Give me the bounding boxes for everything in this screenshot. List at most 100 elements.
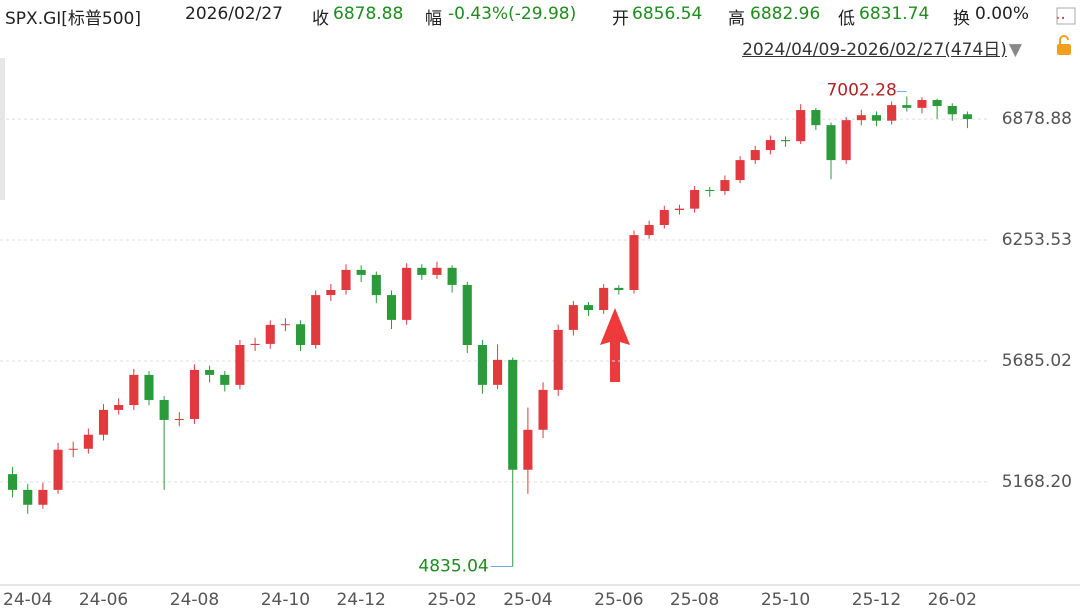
candle-body [280,324,290,326]
field-value: 6882.96 [750,4,821,24]
y-tick-label: 6878.88 [1002,109,1072,129]
candle-body [250,343,260,346]
x-tick-label: 24-10 [261,590,310,610]
symbol: SPX.GI[标普500] [5,9,141,29]
candle-body [68,448,78,450]
candle-body [599,287,609,311]
candle-body [493,359,503,385]
candle-body [568,305,578,330]
candle-body [841,120,851,161]
candle-body [8,474,18,490]
candle-body [871,115,882,121]
candle-body [417,267,427,275]
candle-body [765,140,775,151]
x-tick-label: 25-02 [427,590,476,610]
candle-body [174,418,184,420]
candle-body [644,224,654,236]
field-value: -0.43%(-29.98) [448,4,577,24]
candle-body [205,369,215,375]
candle-body [462,284,472,346]
candle-body [735,160,745,181]
candle-body [356,269,366,275]
field-value: 0.00% [975,4,1030,24]
candle-body [720,180,730,191]
y-tick-label: 5168.20 [1002,472,1072,492]
candle-body [402,267,412,320]
candle-body [296,324,306,346]
candle-body [508,359,518,470]
lock-shackle [1059,35,1069,44]
candle-body [523,429,533,470]
candle-body [674,208,684,211]
field-label: 低 [838,9,855,29]
wp-icon[interactable] [1056,7,1076,25]
candle-body [750,150,760,161]
candle-body [220,374,230,385]
candle-body [159,399,169,420]
candle-body [447,267,457,285]
candle-body [659,210,669,225]
x-tick-label: 25-12 [852,590,901,610]
candle-body [629,235,639,291]
candle-body [614,287,624,291]
candle-body [144,374,154,400]
candle-body [114,405,124,410]
high-label: 7002.28 [826,81,896,101]
x-tick-label: 24-12 [336,590,385,610]
x-tick-label: 25-06 [594,590,643,610]
candle-body [98,409,109,435]
candle-body [811,110,821,126]
candle-body [902,105,912,108]
field-label: 开 [612,9,629,29]
candle-body [83,434,93,449]
header: SPX.GI[标普500] 2026/02/27 .. 收 6878.88 幅 -0.… [0,0,1080,32]
candle-body [917,100,927,108]
candle-body [553,329,563,390]
x-tick-label: 24-06 [79,590,128,610]
field-value: 6831.74 [859,4,930,24]
y-tick-label: 5685.02 [1002,351,1072,371]
candle-body [781,140,791,142]
candle-body [189,369,199,419]
field-label: 幅 [425,9,442,29]
low-label: 4835.04 [418,556,488,576]
candle-body [386,295,397,320]
candle-body [235,345,245,385]
candle-body [962,114,972,120]
range-text: 2024/04/09-2026/02/27(474日) [742,40,1007,60]
candle-body [311,295,321,346]
x-tick-label: 25-10 [761,590,810,610]
candle-body [583,305,594,311]
candle-body [129,374,139,406]
candle-body [477,345,487,385]
candle-body [23,489,33,505]
x-tick-label: 25-04 [503,590,552,610]
field-label: 换 [953,9,970,29]
candle-body [538,389,548,430]
candle-body [705,189,715,191]
field-value: 6856.54 [632,4,703,24]
candle-body [947,106,957,115]
date-range[interactable]: 2024/04/09-2026/02/27(474日) ▼ [742,40,1022,60]
candle-body [326,290,336,296]
annotation-arrow [600,308,630,382]
date: 2026/02/27 [185,4,283,24]
candle-body [371,274,381,296]
x-tick-label: 25-08 [670,590,719,610]
lock-icon[interactable] [1057,44,1071,55]
x-tick-label: 24-04 [3,590,52,610]
candle-body [690,189,700,209]
x-tick-label: 26-02 [928,590,977,610]
candle-body [38,489,48,505]
more[interactable]: .. [1055,4,1066,24]
x-tick-label: 24-08 [170,590,219,610]
scroll-bar [0,58,5,200]
candle-body [53,449,63,490]
candle-body [887,105,897,121]
candle-body [796,110,806,142]
field-label: 收 [312,9,329,29]
field-value: 6878.88 [333,4,404,24]
candle-body [856,115,866,121]
